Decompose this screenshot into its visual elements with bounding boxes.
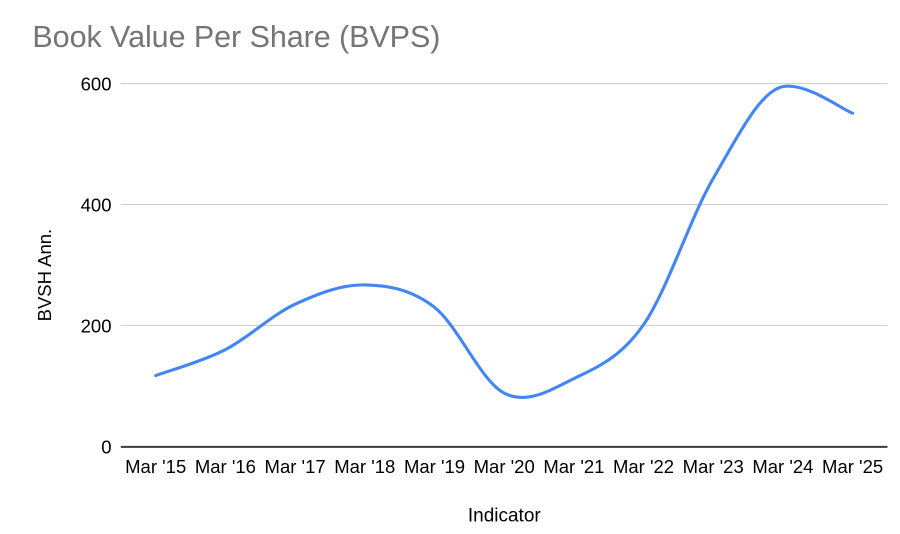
svg-text:Indicator: Indicator <box>468 506 542 527</box>
svg-text:Mar '23: Mar '23 <box>683 456 744 477</box>
svg-text:Mar '19: Mar '19 <box>404 456 465 477</box>
svg-text:Mar '15: Mar '15 <box>125 456 186 477</box>
svg-text:Mar '21: Mar '21 <box>543 456 604 477</box>
svg-text:Mar '24: Mar '24 <box>752 456 813 477</box>
svg-text:Mar '18: Mar '18 <box>334 456 395 477</box>
svg-text:Mar '16: Mar '16 <box>195 456 256 477</box>
svg-text:400: 400 <box>81 195 112 216</box>
svg-text:Book Value Per Share (BVPS): Book Value Per Share (BVPS) <box>32 20 440 54</box>
svg-text:Mar '25: Mar '25 <box>822 456 883 477</box>
svg-text:Mar '20: Mar '20 <box>474 456 535 477</box>
svg-text:0: 0 <box>101 436 111 457</box>
svg-text:Mar '17: Mar '17 <box>265 456 326 477</box>
svg-text:200: 200 <box>81 315 112 336</box>
svg-text:Mar '22: Mar '22 <box>613 456 674 477</box>
svg-text:BVSH Ann.: BVSH Ann. <box>34 229 55 322</box>
svg-text:600: 600 <box>81 74 112 95</box>
